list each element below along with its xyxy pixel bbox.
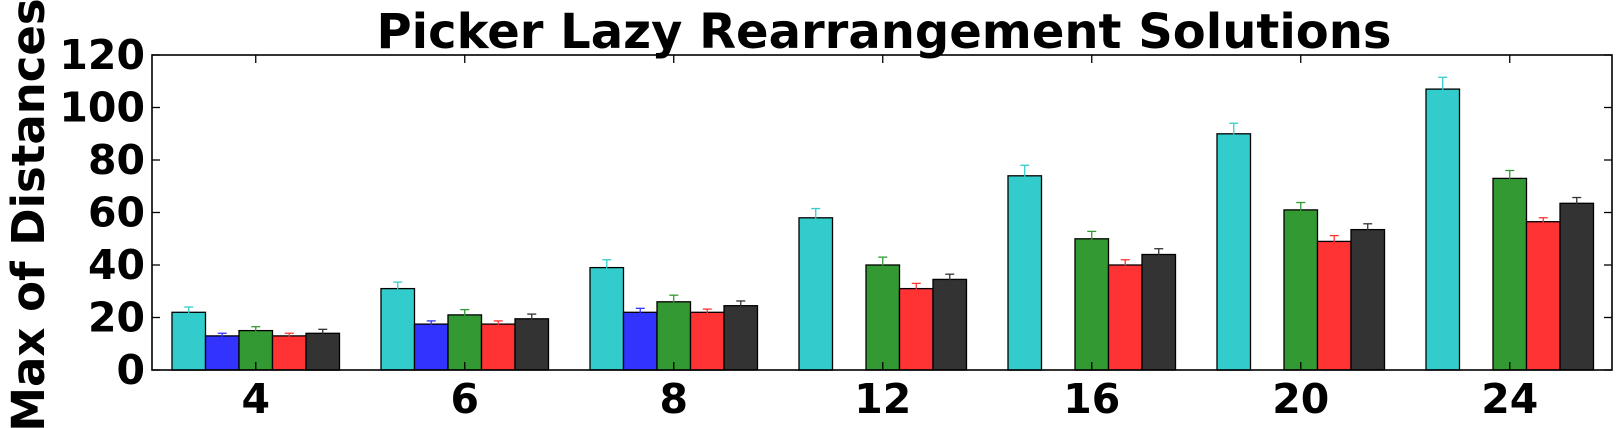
bar [514, 318, 550, 371]
bar [1107, 264, 1143, 371]
bar [1216, 133, 1252, 371]
bar [1007, 175, 1043, 371]
y-tick-label: 0 [116, 346, 145, 394]
x-tick-label: 12 [854, 375, 911, 423]
bar [865, 264, 901, 371]
y-axis-label: Max of Distances [2, 0, 55, 428]
bar [413, 323, 449, 371]
bar [622, 311, 658, 371]
bar [271, 335, 307, 371]
y-tick-label: 120 [59, 31, 145, 79]
bar [1316, 240, 1352, 371]
bar [305, 332, 341, 371]
bar [380, 287, 416, 371]
bar [1074, 238, 1110, 371]
bar [1525, 221, 1561, 371]
bar [1350, 228, 1386, 371]
x-tick-label: 24 [1481, 375, 1538, 423]
bar [480, 323, 516, 371]
bar [1425, 88, 1461, 371]
bar [1141, 253, 1177, 371]
bar [723, 305, 759, 371]
y-tick-label: 80 [88, 136, 145, 184]
bar [656, 301, 692, 371]
y-tick-label: 40 [88, 241, 145, 289]
y-tick-label: 60 [88, 189, 145, 237]
x-tick-label: 20 [1272, 375, 1329, 423]
x-tick-label: 8 [659, 375, 688, 423]
bar [898, 287, 934, 371]
bar [447, 314, 483, 371]
bar [589, 266, 625, 371]
chart-title: Picker Lazy Rearrangement Solutions [377, 4, 1392, 60]
bar [689, 311, 725, 371]
x-tick-label: 4 [241, 375, 270, 423]
bar [1559, 202, 1595, 371]
bar [798, 217, 834, 371]
x-tick-label: 16 [1063, 375, 1120, 423]
bar [171, 311, 207, 371]
y-tick-label: 20 [88, 294, 145, 342]
bar [1492, 177, 1528, 371]
y-tick-label: 100 [59, 84, 145, 132]
bar [932, 278, 968, 371]
x-tick-label: 6 [450, 375, 479, 423]
bar [1283, 209, 1319, 371]
bar [204, 335, 240, 371]
